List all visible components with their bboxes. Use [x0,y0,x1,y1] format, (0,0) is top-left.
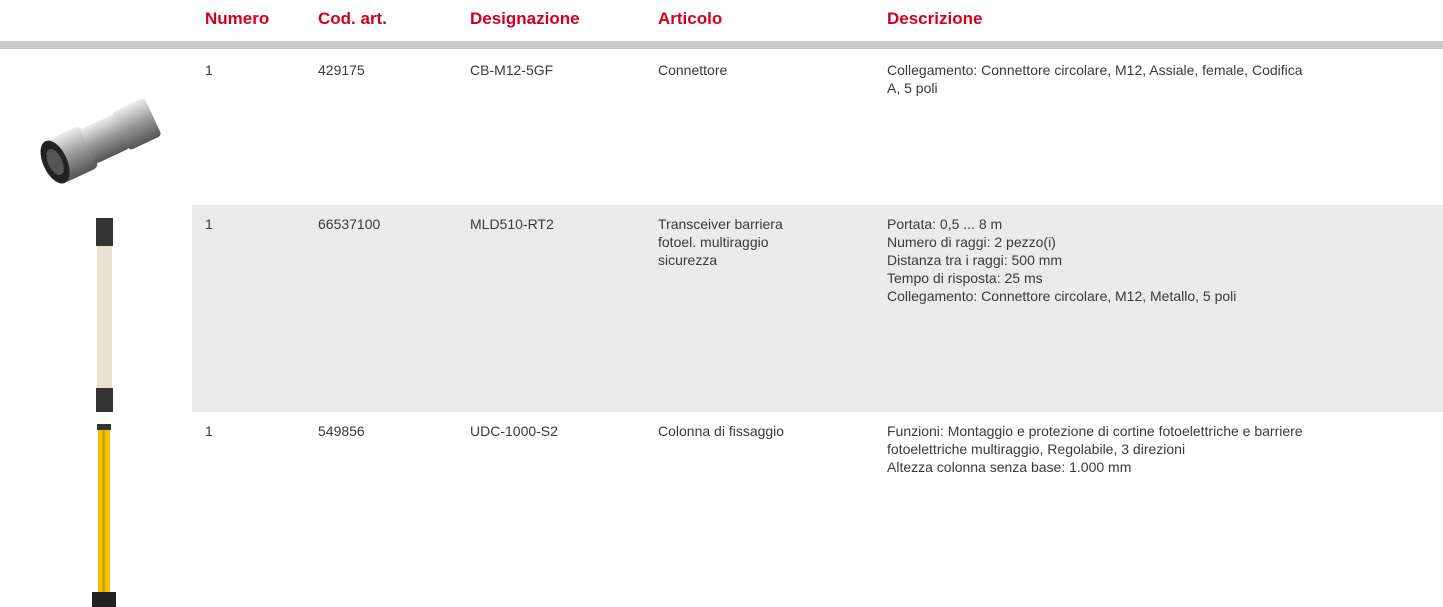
table-cell: UDC-1000-S2 [470,423,558,439]
header-rule [0,41,1443,49]
table-cell: 1 [205,216,213,232]
description-line: Portata: 0,5 ... 8 m [887,216,1003,232]
sensor-image [96,218,113,412]
description-line: Funzioni: Montaggio e protezione di cort… [887,423,1303,439]
description-line: Distanza tra i raggi: 500 mm [887,252,1063,268]
table-cell: 1 [205,62,213,78]
column-image [92,424,116,607]
description-line: Tempo di risposta: 25 ms [887,270,1043,286]
column-header: Numero [205,9,270,28]
table-cell: Colonna di fissaggio [658,423,785,439]
description-line: Collegamento: Connettore circolare, M12,… [887,288,1237,304]
description-line: Collegamento: Connettore circolare, M12,… [887,62,1303,78]
table-cell: Connettore [658,62,728,78]
column-header: Articolo [658,9,723,28]
description-line: A, 5 poli [887,80,938,96]
description-line: fotoelettriche multiraggio, Regolabile, … [887,441,1186,457]
table-cell: 66537100 [318,216,381,232]
table-cell: 549856 [318,423,365,439]
table-cell: 429175 [318,62,365,78]
description-line: Altezza colonna senza base: 1.000 mm [887,459,1132,475]
table-cell: MLD510-RT2 [470,216,554,232]
table-cell: CB-M12-5GF [470,62,554,78]
row-background [192,205,1443,412]
column-header: Cod. art. [318,9,387,28]
description-cell: Funzioni: Montaggio e protezione di cort… [887,422,1443,476]
column-header: Descrizione [887,9,983,28]
description-line: Numero di raggi: 2 pezzo(i) [887,234,1056,250]
connector-image [40,98,161,184]
table-cell: 1 [205,423,213,439]
description-cell: Portata: 0,5 ... 8 m Numero di raggi: 2 p… [887,215,1443,305]
column-header: Designazione [470,9,580,28]
description-cell: Collegamento: Connettore circolare, M12,… [887,61,1443,97]
table-cell: Transceiver barriera fotoel. multiraggio… [658,216,783,268]
